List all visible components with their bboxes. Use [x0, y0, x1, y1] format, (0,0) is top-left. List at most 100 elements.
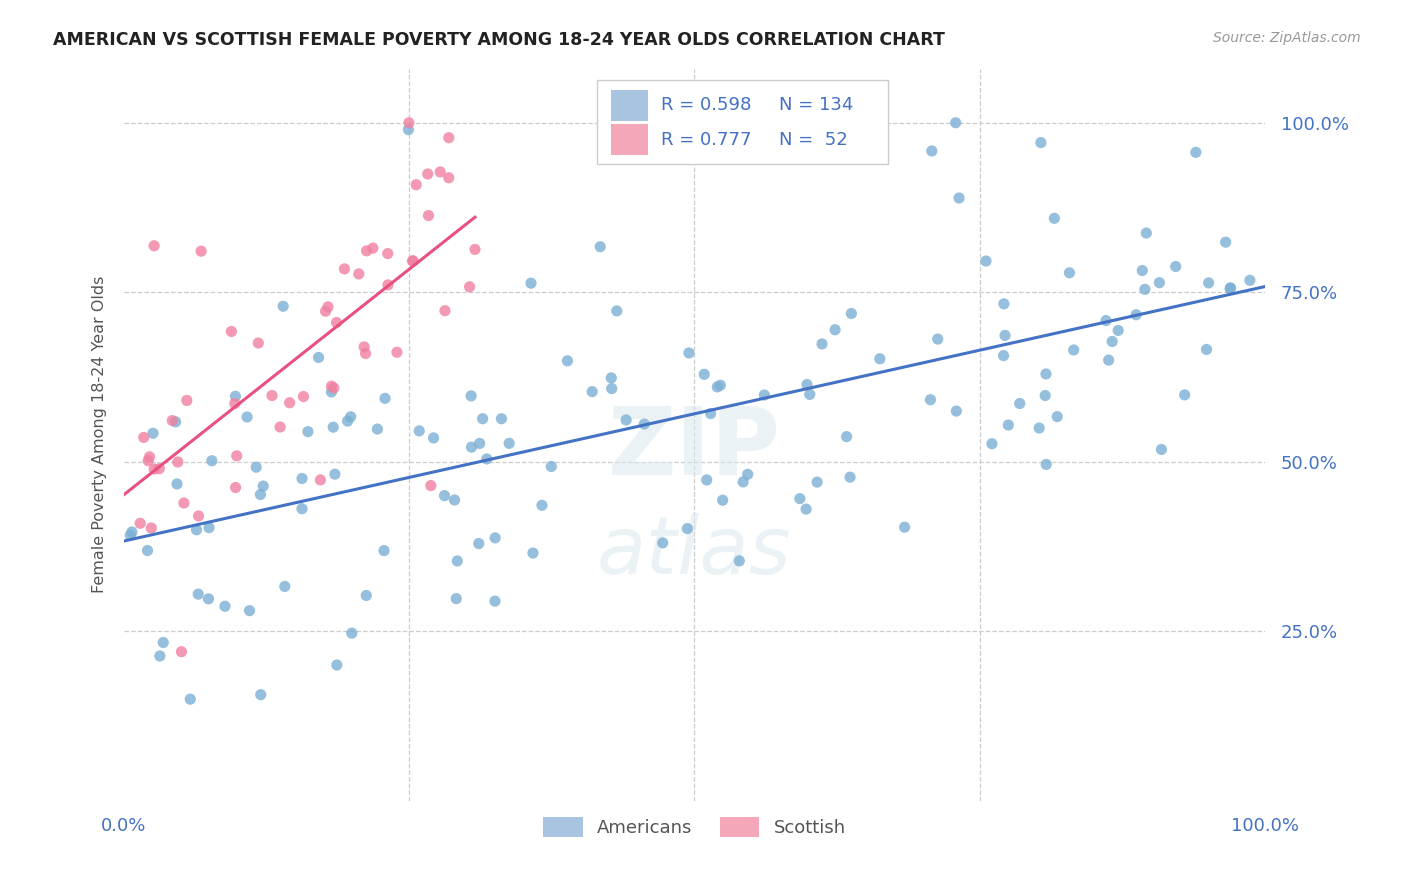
Point — [1195, 343, 1218, 357]
Point — [339, 409, 361, 424]
Point — [405, 178, 427, 192]
Point — [291, 501, 314, 516]
Point — [1239, 273, 1261, 287]
Point — [1107, 323, 1129, 337]
Point — [429, 165, 451, 179]
Point — [1215, 235, 1237, 249]
Point — [433, 303, 456, 318]
Point — [333, 261, 356, 276]
Point — [224, 389, 246, 403]
Point — [869, 351, 891, 366]
Point — [190, 244, 212, 259]
Point — [696, 473, 718, 487]
Point — [396, 122, 419, 136]
Point — [165, 415, 187, 429]
Point — [606, 304, 628, 318]
Point — [271, 299, 294, 313]
Point — [173, 496, 195, 510]
Point — [322, 381, 344, 395]
Point — [373, 543, 395, 558]
Point — [520, 276, 543, 290]
Point — [238, 604, 260, 618]
Point — [1125, 308, 1147, 322]
Point — [920, 392, 942, 407]
Point — [187, 508, 209, 523]
Point — [325, 316, 347, 330]
Point — [308, 351, 330, 365]
Point — [1028, 421, 1050, 435]
Point — [120, 528, 142, 542]
Point — [709, 378, 731, 392]
Point — [997, 417, 1019, 432]
Point — [711, 493, 734, 508]
Point — [1133, 282, 1156, 296]
Point — [706, 380, 728, 394]
Point — [1029, 136, 1052, 150]
Point — [1219, 281, 1241, 295]
Point — [733, 475, 755, 489]
FancyBboxPatch shape — [598, 79, 889, 164]
Point — [678, 346, 700, 360]
Point — [152, 635, 174, 649]
Point — [162, 413, 184, 427]
Text: R = 0.598: R = 0.598 — [661, 96, 752, 114]
Point — [491, 411, 513, 425]
Point — [408, 424, 430, 438]
Point — [170, 645, 193, 659]
Text: atlas: atlas — [598, 513, 792, 591]
Point — [354, 589, 377, 603]
Point — [1046, 409, 1069, 424]
Point — [176, 393, 198, 408]
Point — [676, 522, 699, 536]
Point — [274, 579, 297, 593]
Point — [121, 524, 143, 539]
Point — [945, 404, 967, 418]
Point — [326, 658, 349, 673]
Point — [225, 449, 247, 463]
Point — [315, 304, 337, 318]
Point — [356, 244, 378, 258]
Point — [1095, 313, 1118, 327]
Point — [377, 246, 399, 260]
Point — [468, 436, 491, 450]
Point — [322, 420, 344, 434]
Point — [600, 382, 623, 396]
Point — [214, 599, 236, 614]
Text: AMERICAN VS SCOTTISH FEMALE POVERTY AMONG 18-24 YEAR OLDS CORRELATION CHART: AMERICAN VS SCOTTISH FEMALE POVERTY AMON… — [53, 31, 945, 49]
Point — [419, 478, 441, 492]
Point — [824, 323, 846, 337]
Point — [444, 591, 467, 606]
Point — [460, 440, 482, 454]
Point — [132, 430, 155, 444]
Point — [197, 591, 219, 606]
Point — [347, 267, 370, 281]
Point — [737, 467, 759, 482]
Point — [789, 491, 811, 506]
Bar — [612, 90, 648, 120]
Legend: Americans, Scottish: Americans, Scottish — [536, 809, 853, 845]
Point — [799, 387, 821, 401]
Point — [921, 144, 943, 158]
Point — [433, 489, 456, 503]
Point — [138, 450, 160, 464]
Point — [581, 384, 603, 399]
Point — [245, 460, 267, 475]
Point — [794, 502, 817, 516]
Point — [458, 280, 481, 294]
Point — [945, 116, 967, 130]
Point — [484, 594, 506, 608]
Point — [437, 170, 460, 185]
Point — [754, 388, 776, 402]
Point — [1219, 282, 1241, 296]
Point — [443, 493, 465, 508]
Point — [1135, 226, 1157, 240]
Point — [948, 191, 970, 205]
Point — [1008, 396, 1031, 410]
Point — [297, 425, 319, 439]
Bar — [612, 124, 648, 155]
Point — [498, 436, 520, 450]
Text: ZIP: ZIP — [607, 403, 780, 495]
Point — [148, 461, 170, 475]
Point — [994, 328, 1017, 343]
Point — [136, 543, 159, 558]
